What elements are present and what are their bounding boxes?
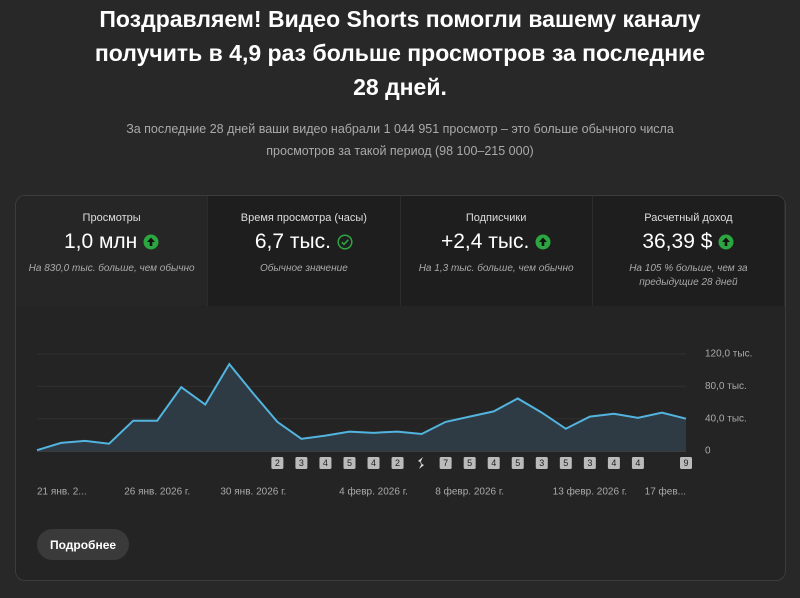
area: [37, 364, 686, 451]
metric-note: На 105 % больше, чем за предыдущие 28 дн…: [629, 263, 748, 288]
upload-marker-label: 5: [563, 458, 568, 468]
upload-marker: [391, 457, 404, 469]
metric-icon: [718, 234, 734, 250]
upload-marker: [319, 457, 332, 469]
metric-label: Расчетный доход: [644, 212, 733, 224]
metric-icon: [337, 234, 353, 250]
upload-marker-label: 3: [539, 458, 544, 468]
upload-marker: [559, 457, 572, 469]
metric-note: На 830,0 тыс. больше, чем обычно: [28, 263, 195, 274]
icon-arrow: [539, 237, 548, 246]
icon-arrow: [722, 237, 731, 246]
metric-tile: Подписчики +2,4 тыс. На 1,3 тыс. больше, ч…: [400, 196, 593, 306]
icon-circle: [337, 234, 353, 250]
upload-marker-label: 3: [299, 458, 304, 468]
metric-value: 36,39 $: [642, 230, 713, 253]
x-tick-label: 26 янв. 2026 г.: [124, 487, 190, 498]
metric-tiles: Просмотры 1,0 млн На 830,0 тыс. больше, че…: [16, 196, 785, 306]
upload-marker-label: 4: [371, 458, 376, 468]
metric-tile: Просмотры 1,0 млн На 830,0 тыс. больше, че…: [16, 196, 209, 306]
metric-value: 6,7 тыс.: [254, 230, 331, 253]
upload-marker: [631, 457, 644, 469]
metric-value-row: 36,39 $: [593, 230, 784, 254]
upload-marker: [607, 457, 620, 469]
y-tick-label: 40,0 тыс.: [705, 413, 747, 424]
details-button[interactable]: Подробнее: [37, 529, 129, 560]
upload-marker: [535, 457, 548, 469]
metric-tile: Время просмотра (часы) 6,7 тыс. Обычное зн…: [208, 196, 401, 306]
title: Поздравляем! Видео Shorts помогли вашему…: [94, 6, 706, 100]
upload-marker-label: 2: [395, 458, 400, 468]
x-tick-label: 8 февр. 2026 г.: [435, 486, 504, 498]
icon-arrow: [147, 237, 156, 246]
metric-icon: [535, 234, 551, 250]
x-tick-label: 13 февр. 2026 г.: [553, 486, 627, 498]
y-tick-label: 0: [705, 446, 711, 457]
metric-note: На 1,3 тыс. больше, чем обычно: [418, 263, 574, 274]
upload-marker: [367, 457, 380, 469]
upload-marker-label: 4: [635, 458, 640, 468]
metric-note: Обычное значение: [260, 263, 348, 274]
upload-marker: [271, 457, 284, 469]
x-tick-label: 4 февр. 2026 г.: [339, 486, 408, 498]
y-tick-label: 120,0 тыс.: [705, 349, 752, 360]
metric-value: +2,4 тыс.: [440, 230, 530, 253]
x-tick-label: 17 фев...: [645, 486, 686, 498]
metric-value-row: 6,7 тыс.: [208, 230, 399, 254]
metric-value: 1,0 млн: [63, 230, 138, 253]
upload-marker: [439, 457, 452, 469]
upload-marker-label: 4: [323, 458, 328, 468]
upload-marker-label: 4: [611, 458, 616, 468]
upload-marker-label: 5: [515, 458, 520, 468]
upload-marker-label: 3: [587, 458, 592, 468]
upload-marker: [343, 457, 356, 469]
upload-marker-label: 5: [347, 458, 352, 468]
upload-marker-label: 7: [443, 458, 448, 468]
metric-tile: Расчетный доход 36,39 $ На 105 % больше, ч…: [592, 196, 785, 306]
upload-marker: [511, 457, 524, 469]
upload-marker: [487, 457, 500, 469]
x-tick-label: 30 янв. 2026 г.: [220, 487, 286, 498]
metric-label: Время просмотра (часы): [240, 212, 367, 224]
upload-marker-label: 4: [491, 458, 496, 468]
shorts-icon: [418, 457, 424, 469]
upload-marker-label: 9: [683, 458, 688, 468]
y-tick-label: 80,0 тыс.: [705, 381, 747, 392]
upload-marker: [295, 457, 308, 469]
subtitle: За последние 28 дней ваши видео набрали …: [126, 122, 674, 158]
upload-marker: [680, 457, 692, 469]
upload-marker-label: 2: [275, 458, 280, 468]
card: Просмотры 1,0 млн На 830,0 тыс. больше, че…: [15, 195, 786, 581]
metric-value-row: 1,0 млн: [16, 230, 207, 254]
upload-marker: [463, 457, 476, 469]
icon-check: [341, 239, 349, 246]
metric-icon: [143, 234, 159, 250]
upload-marker-label: 5: [467, 458, 472, 468]
metric-value-row: +2,4 тыс.: [401, 230, 592, 254]
metric-label: Просмотры: [82, 212, 141, 224]
metric-label: Подписчики: [465, 212, 527, 224]
x-tick-label: 21 янв. 2...: [37, 487, 87, 498]
line: [36, 362, 687, 452]
upload-marker: [583, 457, 596, 469]
